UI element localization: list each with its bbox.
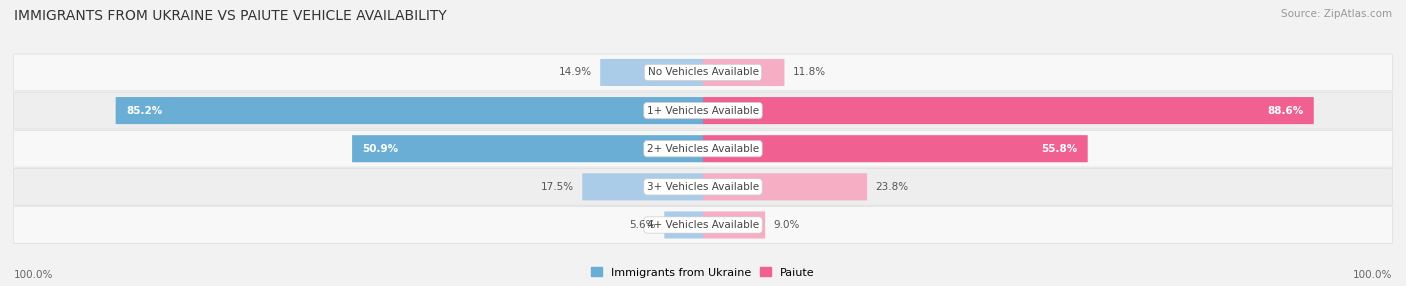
Text: Source: ZipAtlas.com: Source: ZipAtlas.com xyxy=(1281,9,1392,19)
FancyBboxPatch shape xyxy=(703,173,868,200)
Text: 100.0%: 100.0% xyxy=(1353,270,1392,280)
FancyBboxPatch shape xyxy=(352,135,703,162)
FancyBboxPatch shape xyxy=(14,168,1392,205)
Text: 50.9%: 50.9% xyxy=(363,144,399,154)
FancyBboxPatch shape xyxy=(115,97,703,124)
FancyBboxPatch shape xyxy=(664,211,703,239)
FancyBboxPatch shape xyxy=(703,97,1313,124)
Text: 3+ Vehicles Available: 3+ Vehicles Available xyxy=(647,182,759,192)
FancyBboxPatch shape xyxy=(703,135,1088,162)
FancyBboxPatch shape xyxy=(14,130,1392,167)
Text: 23.8%: 23.8% xyxy=(876,182,908,192)
Text: 4+ Vehicles Available: 4+ Vehicles Available xyxy=(647,220,759,230)
FancyBboxPatch shape xyxy=(14,207,1392,243)
Text: IMMIGRANTS FROM UKRAINE VS PAIUTE VEHICLE AVAILABILITY: IMMIGRANTS FROM UKRAINE VS PAIUTE VEHICL… xyxy=(14,9,447,23)
FancyBboxPatch shape xyxy=(14,92,1392,129)
Text: No Vehicles Available: No Vehicles Available xyxy=(648,67,758,78)
Text: 17.5%: 17.5% xyxy=(541,182,574,192)
Text: 9.0%: 9.0% xyxy=(773,220,800,230)
Text: 14.9%: 14.9% xyxy=(560,67,592,78)
Text: 2+ Vehicles Available: 2+ Vehicles Available xyxy=(647,144,759,154)
Text: 11.8%: 11.8% xyxy=(793,67,825,78)
Text: 85.2%: 85.2% xyxy=(127,106,162,116)
FancyBboxPatch shape xyxy=(582,173,703,200)
Text: 5.6%: 5.6% xyxy=(630,220,657,230)
FancyBboxPatch shape xyxy=(703,211,765,239)
Text: 100.0%: 100.0% xyxy=(14,270,53,280)
Legend: Immigrants from Ukraine, Paiute: Immigrants from Ukraine, Paiute xyxy=(591,267,815,278)
FancyBboxPatch shape xyxy=(600,59,703,86)
FancyBboxPatch shape xyxy=(703,59,785,86)
Text: 55.8%: 55.8% xyxy=(1040,144,1077,154)
Text: 1+ Vehicles Available: 1+ Vehicles Available xyxy=(647,106,759,116)
FancyBboxPatch shape xyxy=(14,54,1392,91)
Text: 88.6%: 88.6% xyxy=(1267,106,1303,116)
